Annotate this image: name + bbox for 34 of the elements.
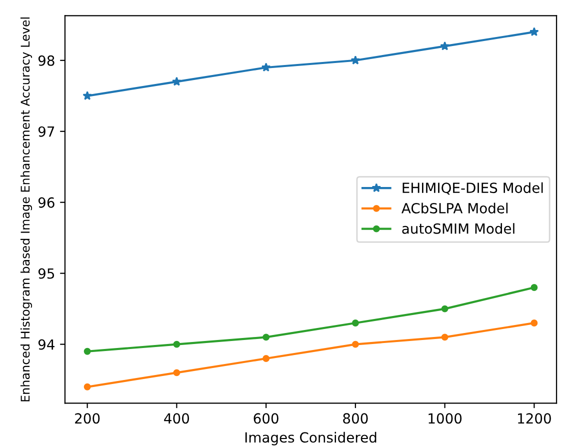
y-tick-label: 95 xyxy=(38,268,54,279)
point xyxy=(352,320,359,326)
x-axis-title: Images Considered xyxy=(245,432,376,446)
point xyxy=(530,284,538,291)
x-tick-label: 800 xyxy=(343,413,368,424)
point xyxy=(530,320,538,326)
point xyxy=(262,355,270,362)
x-tick-label: 1200 xyxy=(518,413,551,424)
point xyxy=(172,76,182,86)
x-tick-label: 200 xyxy=(75,413,100,424)
point xyxy=(84,348,91,355)
y-axis-title: Enhanced Histogram based Image Enhancement Accuracy Level xyxy=(20,18,32,402)
point xyxy=(262,334,270,341)
x-tick-label: 600 xyxy=(254,413,278,424)
point xyxy=(441,334,448,341)
legend-label: autoSMIM Model xyxy=(402,223,514,234)
point xyxy=(352,340,359,348)
x-tick-label: 1000 xyxy=(428,413,462,424)
y-tick-label: 97 xyxy=(38,126,54,137)
y-tick-label: 96 xyxy=(38,197,54,208)
point xyxy=(441,305,448,312)
point xyxy=(261,62,271,72)
point xyxy=(84,383,91,390)
point xyxy=(530,27,539,36)
legend-label: ACbSLPA Model xyxy=(402,202,508,214)
point xyxy=(440,41,450,50)
y-tick-label: 98 xyxy=(38,55,54,66)
point xyxy=(350,56,360,64)
point xyxy=(173,340,180,348)
point xyxy=(173,369,180,376)
legend-label: EHIMIQE-DIES Model xyxy=(402,182,543,195)
x-tick-label: 400 xyxy=(164,413,190,424)
y-tick-label: 94 xyxy=(38,339,54,350)
point xyxy=(82,91,92,100)
